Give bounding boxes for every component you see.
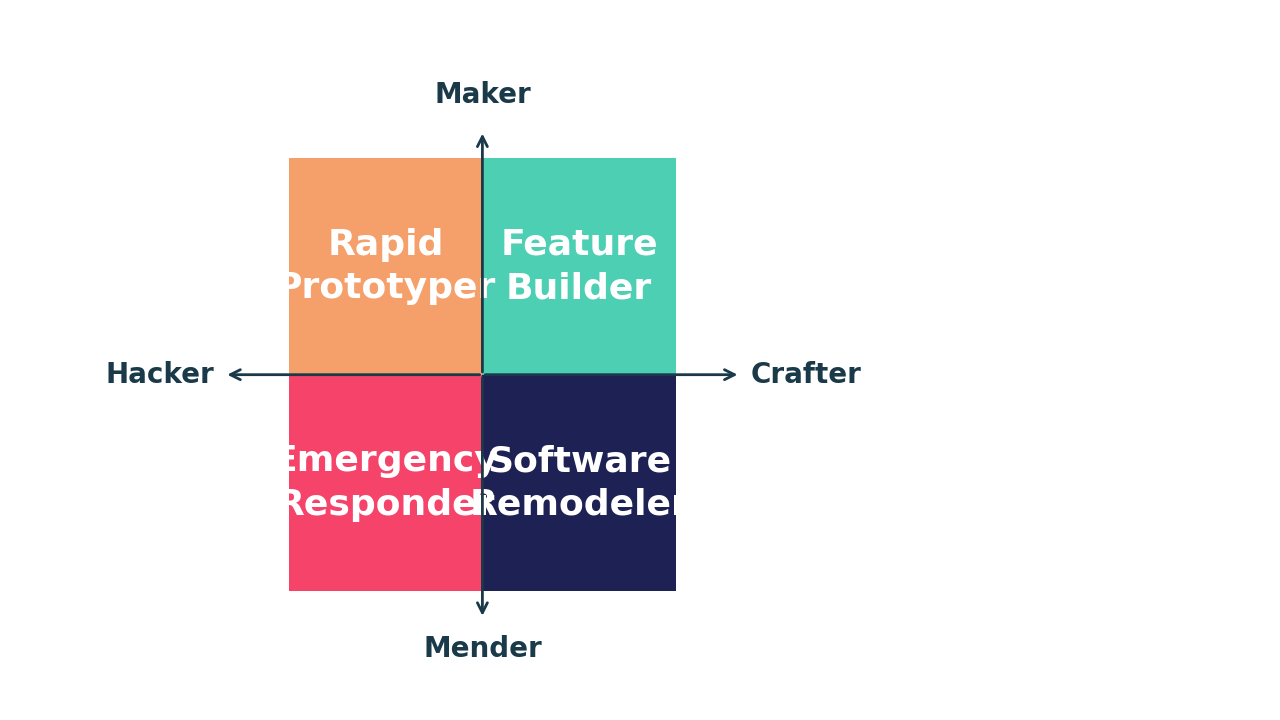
Text: Software
Remodeler: Software Remodeler <box>470 444 689 521</box>
Text: Crafter: Crafter <box>750 361 861 389</box>
Text: Hacker: Hacker <box>106 361 215 389</box>
Text: Maker: Maker <box>434 81 531 109</box>
Bar <box>289 374 483 591</box>
Bar <box>289 158 483 374</box>
Bar <box>483 374 676 591</box>
Text: Mender: Mender <box>422 635 541 663</box>
Text: Emergency
Responder: Emergency Responder <box>273 444 498 521</box>
Text: Rapid
Prototyper: Rapid Prototyper <box>275 228 495 305</box>
Bar <box>483 158 676 374</box>
Text: Feature
Builder: Feature Builder <box>500 228 658 305</box>
